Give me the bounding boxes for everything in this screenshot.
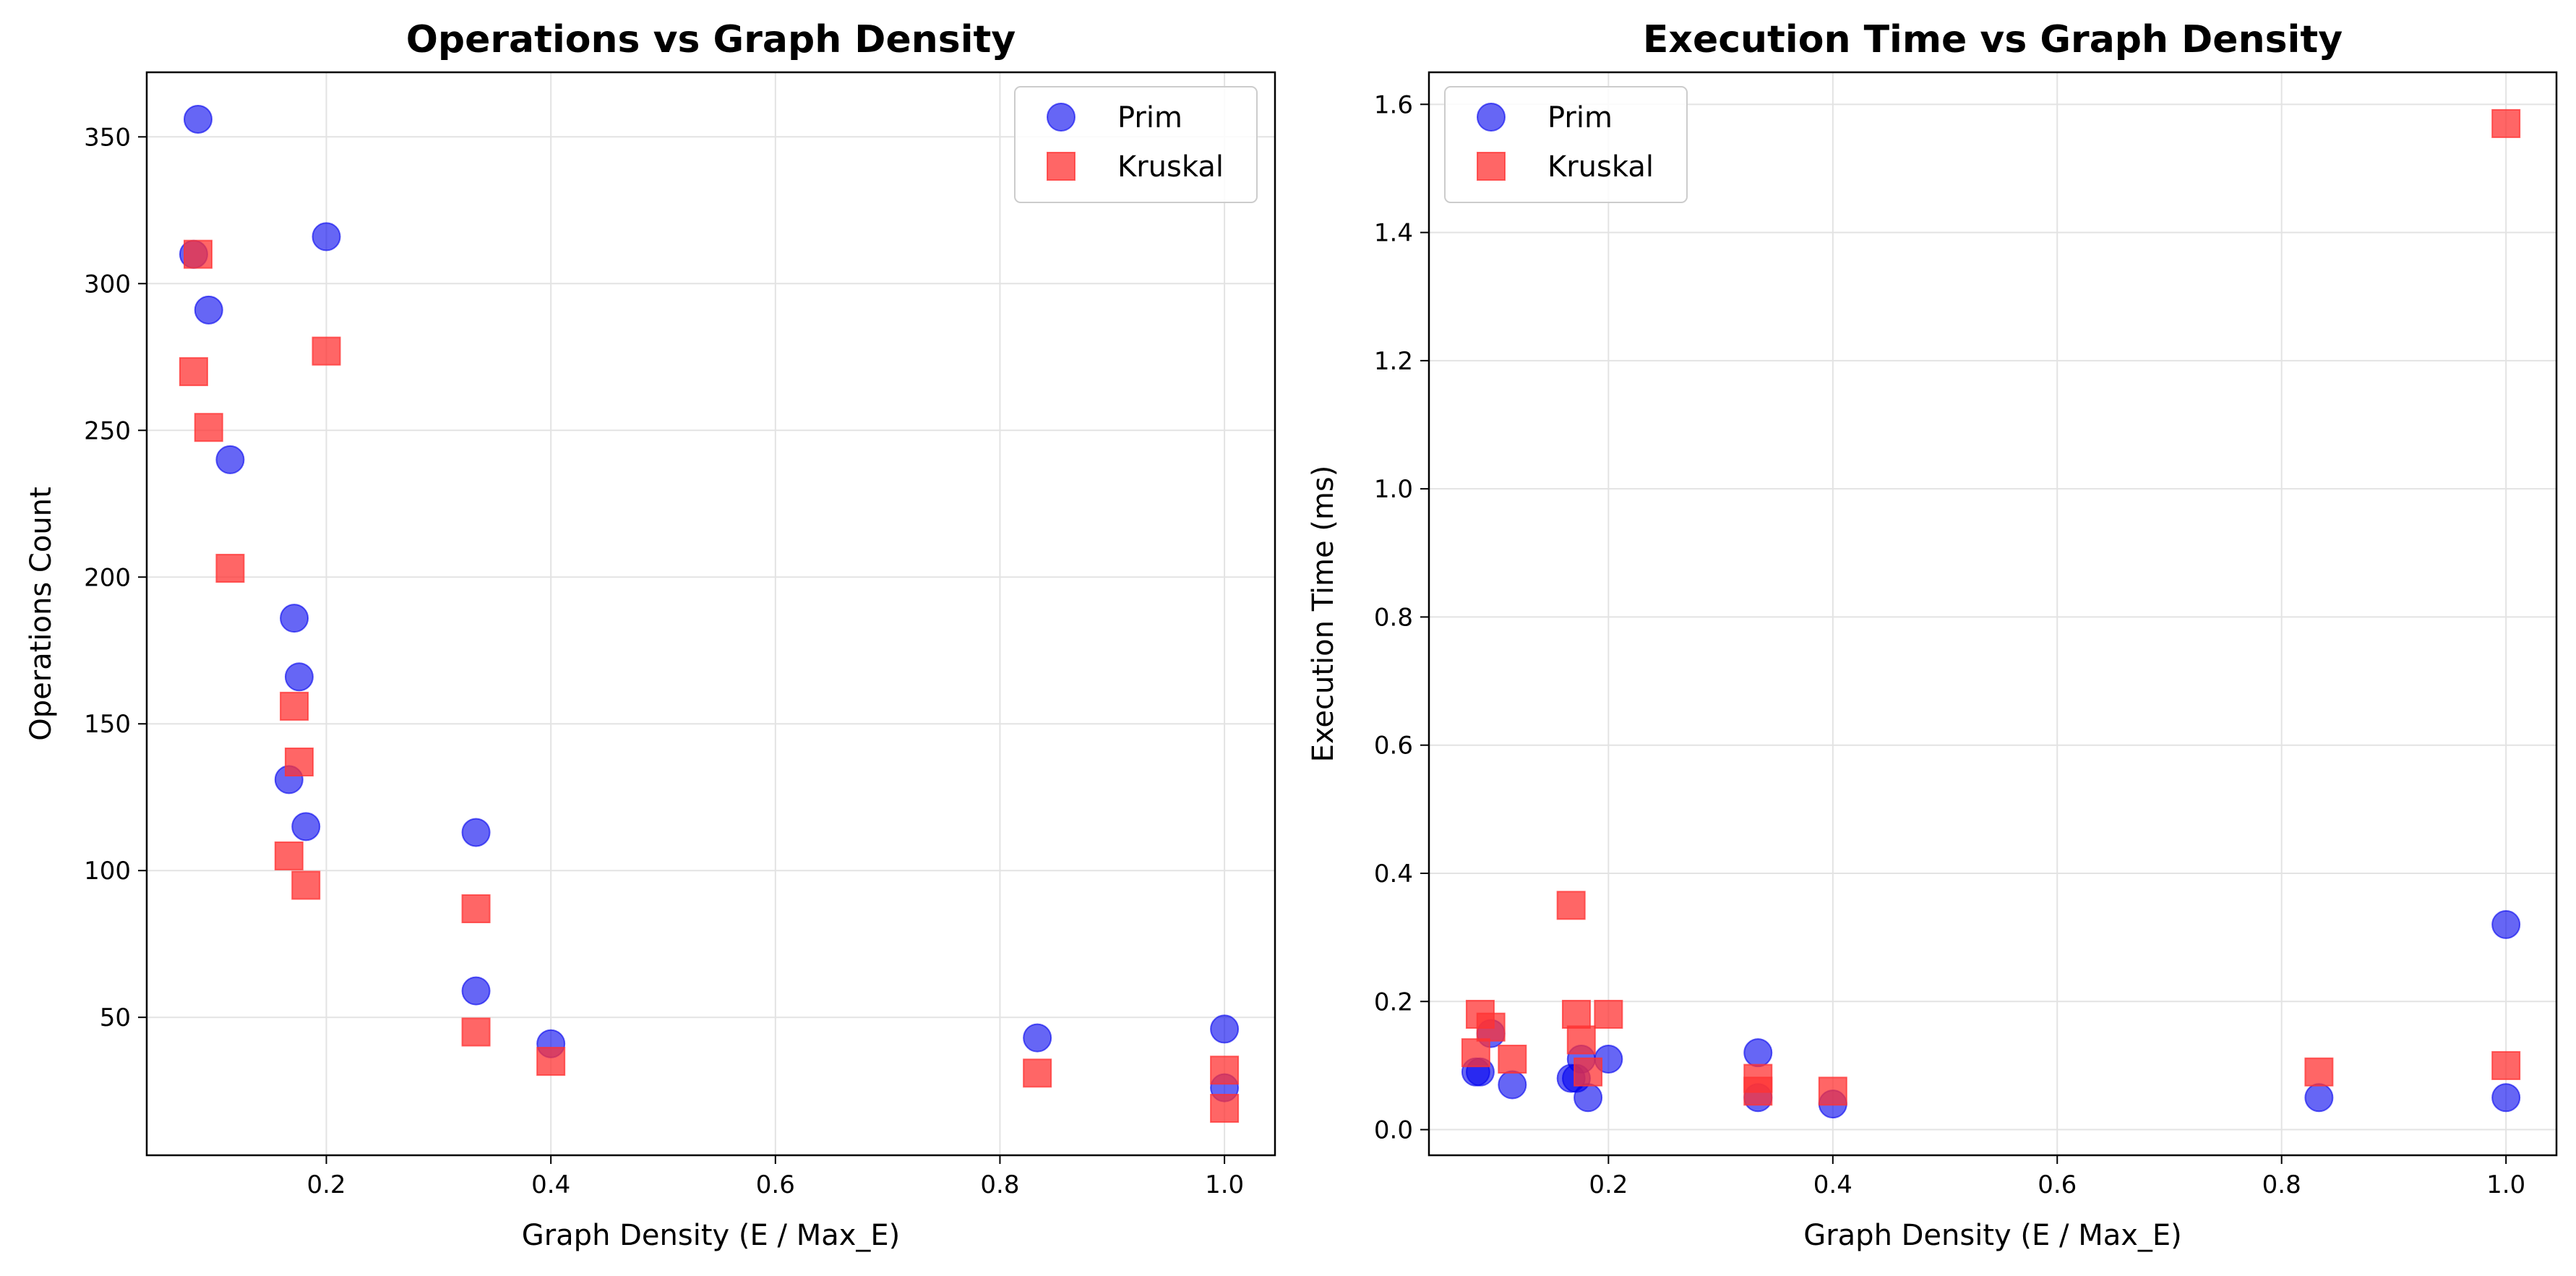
x-tick-label: 0.6 bbox=[2038, 1170, 2077, 1199]
series-kruskal bbox=[1461, 108, 2521, 1106]
chart-panel-2: 0.2 0.4 0.6 0.8 1.0 0.0 0.2 0.4 0.6 0.8 1.0 1.2 1.4 1… bbox=[1307, 18, 2558, 1252]
x-tick-label: 0.8 bbox=[2262, 1170, 2301, 1199]
x-tick-label: 0.6 bbox=[756, 1170, 795, 1199]
data-point-kruskal bbox=[1556, 891, 1586, 920]
data-point-prim bbox=[461, 818, 491, 847]
data-point-kruskal bbox=[1210, 1094, 1240, 1123]
x-tick-label: 0.4 bbox=[1813, 1170, 1852, 1199]
legend-marker-circle bbox=[1477, 103, 1506, 132]
y-tick-label: 0.8 bbox=[1374, 603, 1413, 632]
data-point-kruskal bbox=[284, 748, 314, 777]
data-point-prim bbox=[2304, 1083, 2334, 1113]
data-point-prim bbox=[2491, 1083, 2521, 1113]
data-point-prim bbox=[1573, 1083, 1603, 1113]
data-point-kruskal bbox=[312, 336, 341, 366]
data-point-kruskal bbox=[215, 554, 245, 583]
y-axis-label: Execution Time (ms) bbox=[1307, 466, 1340, 763]
y-tick-label: 350 bbox=[84, 123, 131, 152]
x-axis-label: Graph Density (E / Max_E) bbox=[1803, 1219, 2182, 1252]
y-tick-label: 1.4 bbox=[1374, 219, 1413, 248]
data-point-prim bbox=[2491, 909, 2521, 939]
data-point-kruskal bbox=[280, 691, 309, 721]
legend-label: Prim bbox=[1547, 101, 1613, 134]
y-tick-label: 0.0 bbox=[1374, 1116, 1413, 1145]
y-tick-label: 0.6 bbox=[1374, 732, 1413, 761]
data-point-kruskal bbox=[291, 870, 321, 900]
axes-frame bbox=[1427, 71, 2558, 1157]
axes-frame bbox=[145, 71, 1276, 1157]
data-point-kruskal bbox=[1210, 1056, 1240, 1085]
y-tick-label: 50 bbox=[100, 1003, 131, 1032]
chart-title: Operations vs Graph Density bbox=[406, 18, 1016, 61]
data-point-prim bbox=[1743, 1038, 1773, 1068]
data-point-kruskal bbox=[2491, 1050, 2521, 1080]
x-tick-label: 0.4 bbox=[531, 1170, 570, 1199]
legend-label: Kruskal bbox=[1117, 150, 1224, 184]
data-point-kruskal bbox=[179, 357, 208, 387]
y-tick-label: 0.2 bbox=[1374, 988, 1413, 1016]
legend: Prim Kruskal bbox=[1444, 86, 1688, 203]
data-point-prim bbox=[183, 104, 212, 134]
data-point-prim bbox=[280, 604, 309, 633]
data-point-kruskal bbox=[1573, 1057, 1603, 1087]
legend-marker-square bbox=[1477, 152, 1506, 181]
data-point-prim bbox=[291, 812, 321, 842]
data-point-kruskal bbox=[461, 1017, 491, 1047]
legend-label: Prim bbox=[1117, 101, 1182, 134]
data-point-prim bbox=[461, 976, 491, 1006]
x-tick-label: 0.8 bbox=[980, 1170, 1019, 1199]
y-tick-label: 1.0 bbox=[1374, 475, 1413, 504]
y-tick-label: 150 bbox=[84, 710, 131, 739]
data-point-kruskal bbox=[183, 239, 212, 269]
x-axis-label: Graph Density (E / Max_E) bbox=[522, 1219, 901, 1252]
data-point-kruskal bbox=[2491, 108, 2521, 138]
data-point-prim bbox=[1023, 1023, 1052, 1053]
data-point-kruskal bbox=[194, 413, 223, 442]
chart-panel-1: 0.2 0.4 0.6 0.8 1.0 50 100 150 200 250 300 350 Opera… bbox=[25, 18, 1276, 1252]
x-tick-label: 0.2 bbox=[306, 1170, 345, 1199]
data-point-kruskal bbox=[1476, 1012, 1506, 1042]
data-point-prim bbox=[1498, 1070, 1527, 1100]
x-tick-label: 0.2 bbox=[1589, 1170, 1628, 1199]
data-point-kruskal bbox=[1566, 1025, 1596, 1055]
data-point-kruskal bbox=[1561, 999, 1591, 1029]
data-point-kruskal bbox=[1818, 1076, 1847, 1106]
data-point-kruskal bbox=[536, 1047, 566, 1076]
data-point-kruskal bbox=[1461, 1038, 1490, 1068]
data-point-kruskal bbox=[1498, 1045, 1527, 1074]
legend: Prim Kruskal bbox=[1014, 86, 1258, 203]
data-point-prim bbox=[312, 222, 341, 252]
legend-label: Kruskal bbox=[1547, 150, 1654, 184]
data-point-kruskal bbox=[1743, 1076, 1773, 1106]
series-prim bbox=[179, 104, 1240, 1102]
data-point-kruskal bbox=[1023, 1058, 1052, 1088]
legend-marker-square bbox=[1047, 152, 1076, 181]
y-tick-label: 1.6 bbox=[1374, 90, 1413, 119]
data-point-kruskal bbox=[1594, 999, 1623, 1029]
y-tick-label: 200 bbox=[84, 563, 131, 592]
data-point-prim bbox=[215, 445, 245, 474]
data-point-prim bbox=[1210, 1014, 1240, 1044]
y-tick-label: 250 bbox=[84, 416, 131, 445]
data-point-prim bbox=[194, 295, 223, 325]
y-tick-label: 1.2 bbox=[1374, 347, 1413, 376]
legend-marker-circle bbox=[1047, 103, 1076, 132]
y-axis-label: Operations Count bbox=[25, 487, 58, 740]
data-point-kruskal bbox=[2304, 1057, 2334, 1087]
x-tick-label: 1.0 bbox=[1205, 1170, 1244, 1199]
y-tick-label: 300 bbox=[84, 270, 131, 299]
series-kruskal bbox=[179, 239, 1240, 1123]
y-tick-label: 100 bbox=[84, 857, 131, 886]
y-tick-label: 0.4 bbox=[1374, 860, 1413, 889]
x-tick-label: 1.0 bbox=[2486, 1170, 2525, 1199]
chart-title: Execution Time vs Graph Density bbox=[1643, 18, 2343, 61]
data-point-kruskal bbox=[461, 894, 491, 923]
data-point-kruskal bbox=[274, 841, 304, 870]
data-point-prim bbox=[284, 662, 314, 692]
